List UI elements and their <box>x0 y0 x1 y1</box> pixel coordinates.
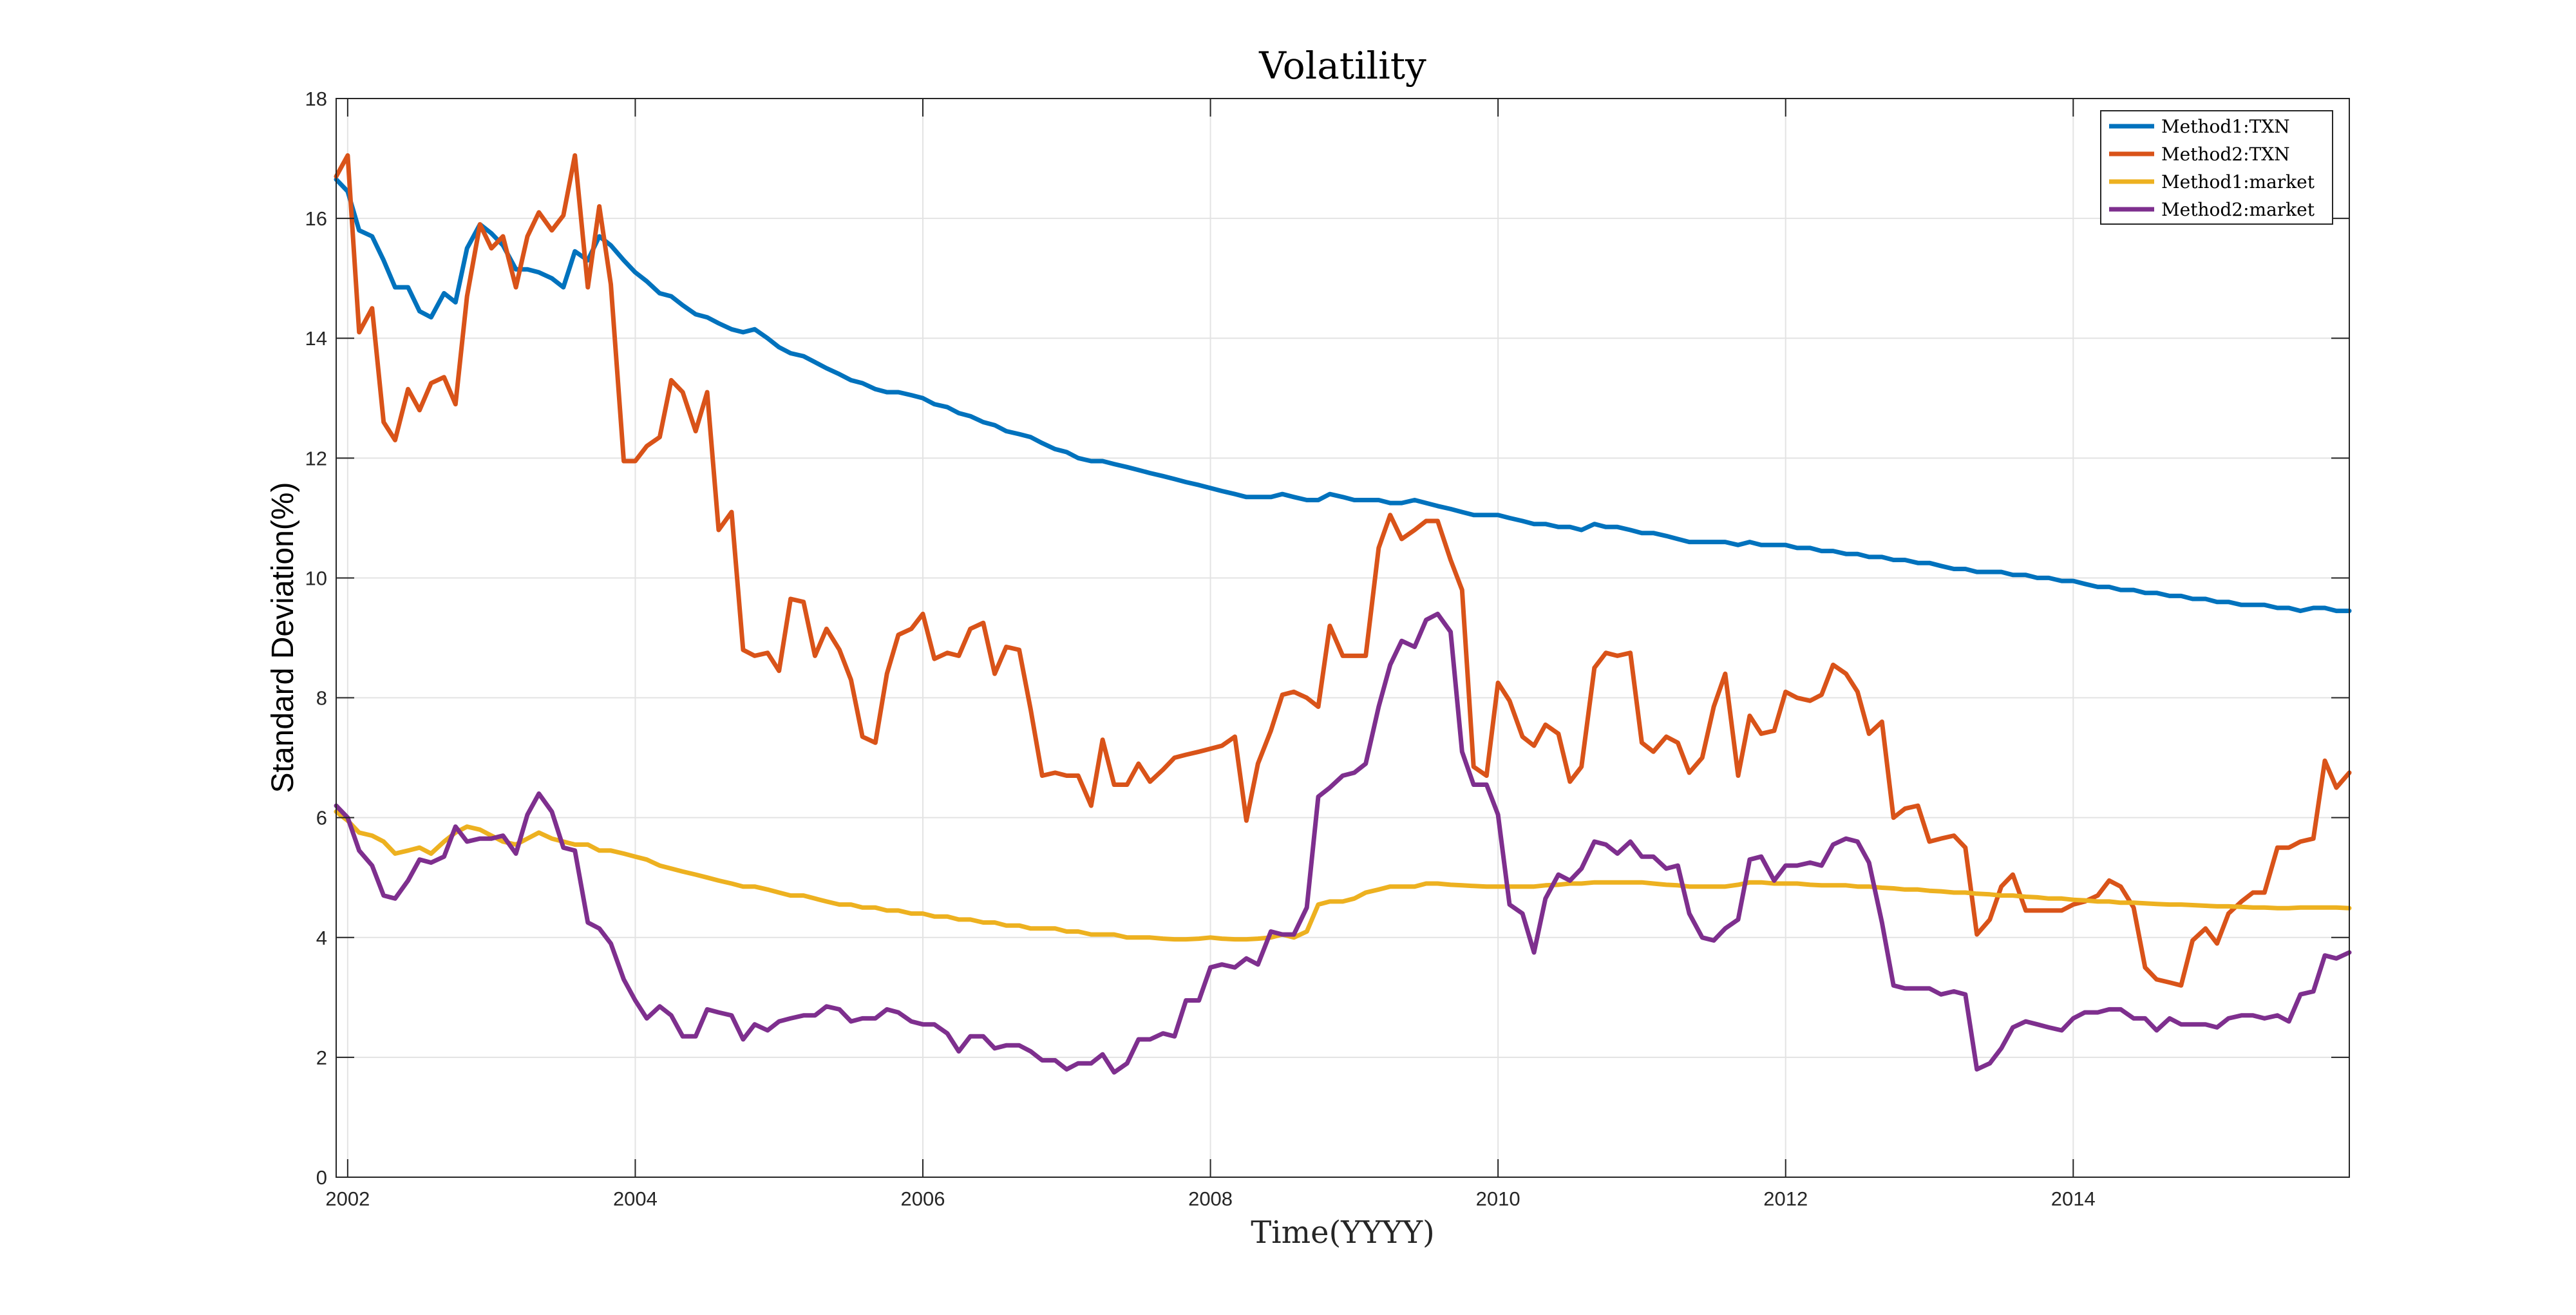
y-tick-label: 8 <box>316 687 327 710</box>
series-line-4 <box>334 611 2352 1075</box>
series-lines <box>334 153 2352 1075</box>
x-tick-label: 2010 <box>1476 1187 1520 1210</box>
x-tick-labels: 2002 2004 2006 2008 2010 2012 2014 <box>325 1187 2095 1210</box>
y-tick-label: 10 <box>305 567 327 589</box>
series-line-3 <box>334 809 2352 942</box>
y-tick-labels: 0 2 4 6 8 10 12 14 16 18 <box>305 88 327 1189</box>
x-tick-label: 2002 <box>325 1187 370 1210</box>
y-tick-label: 4 <box>316 927 327 949</box>
legend-label: Method2:market <box>2161 199 2315 220</box>
legend-entries: Method1:TXN Method2:TXN Method1:market Meth… <box>2109 116 2315 220</box>
legend-box <box>2100 110 2333 225</box>
y-tick-label: 12 <box>305 447 327 469</box>
legend-label: Method1:market <box>2161 171 2315 193</box>
y-tick-label: 18 <box>305 88 327 110</box>
x-axis-label: Time(YYYY) <box>1251 1215 1435 1251</box>
y-axis-label: Standard Deviation(%) <box>266 482 300 793</box>
axis-ticks <box>336 98 2349 1178</box>
y-tick-label: 0 <box>316 1166 327 1189</box>
series-line-1 <box>334 177 2352 614</box>
x-tick-label: 2014 <box>2051 1187 2096 1210</box>
y-tick-label: 6 <box>316 807 327 829</box>
legend-label: Method2:TXN <box>2161 144 2290 165</box>
plot-area <box>336 99 2349 1177</box>
chart-title: Volatility <box>1258 44 1426 88</box>
legend: Method1:TXN Method2:TXN Method1:market Meth… <box>2100 110 2333 225</box>
y-tick-label: 16 <box>305 207 327 230</box>
x-tick-label: 2008 <box>1188 1187 1233 1210</box>
legend-label: Method1:TXN <box>2161 116 2290 137</box>
x-tick-label: 2012 <box>1763 1187 1808 1210</box>
y-tick-label: 2 <box>316 1046 327 1069</box>
y-tick-label: 14 <box>305 327 327 350</box>
series-line-2 <box>334 153 2352 988</box>
x-tick-label: 2006 <box>901 1187 945 1210</box>
x-tick-label: 2004 <box>613 1187 658 1210</box>
axes-box <box>336 98 2350 1178</box>
